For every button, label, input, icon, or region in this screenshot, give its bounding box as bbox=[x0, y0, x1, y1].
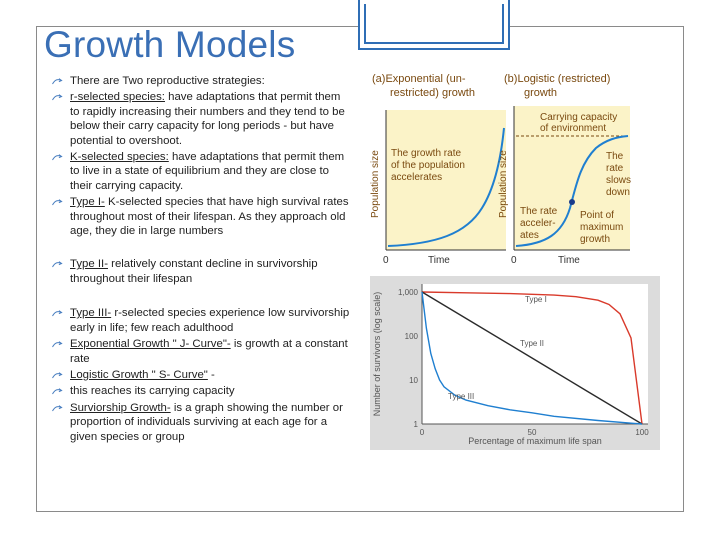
bullet-arrow-icon bbox=[52, 94, 63, 101]
y-tick-label: 1,000 bbox=[398, 288, 419, 297]
panel-a-y-label: Population size bbox=[370, 150, 381, 218]
panel-b-x-label: Time bbox=[558, 255, 580, 266]
survivorship-series-group: Type I Type II Type III bbox=[421, 291, 643, 425]
panel-b-carrying-line2: of environment bbox=[540, 123, 606, 134]
y-tick-label: 10 bbox=[409, 376, 418, 385]
panel-a-note-line3: accelerates bbox=[391, 172, 442, 183]
bullet-item: r-selected species: have adaptations tha… bbox=[50, 90, 352, 148]
bullet-item: Exponential Growth " J- Curve"- is growt… bbox=[50, 337, 352, 366]
series-line-type-ii bbox=[421, 291, 643, 425]
bullet-term: Type II- bbox=[70, 258, 108, 271]
bullet-text: r-selected species experience low surviv… bbox=[70, 307, 350, 334]
panel-b-slows-line3: slows bbox=[606, 175, 631, 186]
bullet-term: Surviorship Growth- bbox=[70, 401, 171, 414]
bullet-item: Type I- K-selected species that have hig… bbox=[50, 195, 352, 238]
bullet-text: relatively constant decline in survivors… bbox=[70, 258, 318, 285]
bullet-item: Logistic Growth " S- Curve" - bbox=[50, 368, 352, 382]
bullet-term: r-selected species: bbox=[70, 91, 165, 104]
bullet-term: Type I- bbox=[70, 196, 105, 209]
bullet-text: - bbox=[207, 368, 215, 381]
panel-b-slows-line2: rate bbox=[606, 163, 624, 174]
bullet-arrow-icon bbox=[52, 154, 63, 161]
panel-b-max-growth-point bbox=[569, 199, 575, 205]
bullet-term: Exponential Growth " J- Curve"- bbox=[70, 338, 231, 351]
panel-a-note-line1: The growth rate bbox=[391, 148, 461, 159]
growth-figure: (a)Exponential (un- restricted) growth T… bbox=[366, 68, 636, 268]
series-label-type-i: Type I bbox=[525, 295, 547, 304]
y-tick-label: 1 bbox=[414, 420, 419, 429]
panel-b-accel-line3: ates bbox=[520, 230, 539, 241]
series-label-type-iii: Type III bbox=[448, 392, 474, 401]
panel-b-logistic-curve bbox=[515, 135, 629, 247]
bullet-item: Type III- r-selected species experience … bbox=[50, 306, 352, 335]
survivorship-x-label: Percentage of maximum life span bbox=[468, 436, 602, 446]
panel-b-title: Logistic (restricted) bbox=[517, 73, 610, 85]
bullet-text: is a graph showing the number or proport… bbox=[70, 401, 343, 443]
bullet-item: Surviorship Growth- is a graph showing t… bbox=[50, 401, 352, 444]
bullet-arrow-icon bbox=[52, 404, 63, 411]
bullet-text: have adaptations that permit them to rap… bbox=[70, 91, 345, 147]
bullet-item: There are Two reproductive strategies: bbox=[50, 74, 352, 88]
bullet-arrow-icon bbox=[52, 372, 63, 379]
series-label-type-ii: Type II bbox=[520, 339, 544, 348]
bullet-arrow-icon bbox=[52, 310, 63, 317]
bullet-term: K-selected species: bbox=[70, 151, 169, 164]
panel-a-x-label: Time bbox=[428, 255, 450, 266]
bullet-text: is growth at a constant rate bbox=[70, 338, 348, 365]
panel-a-label: (a) bbox=[372, 73, 385, 85]
x-tick-label: 0 bbox=[420, 428, 425, 437]
panel-a-note-line2: of the population bbox=[391, 160, 465, 171]
x-tick-label: 100 bbox=[635, 428, 649, 437]
panel-b-y-label: Population size bbox=[498, 150, 509, 218]
bullet-arrow-icon bbox=[52, 341, 63, 348]
bullet-text: this reaches its carrying capacity bbox=[70, 385, 235, 398]
panel-b-plot-bg bbox=[514, 106, 630, 250]
series-line-type-i bbox=[421, 291, 643, 425]
panel-b-title-line1: (b)Logistic (restricted) bbox=[504, 73, 610, 85]
bullet-text: K-selected species that have high surviv… bbox=[70, 196, 349, 238]
panel-b-slows-line4: down bbox=[606, 187, 630, 198]
panel-b-point-line3: growth bbox=[580, 234, 610, 245]
panel-b-point-line2: maximum bbox=[580, 222, 623, 233]
survivorship-plot-area bbox=[422, 284, 648, 424]
slide-title: Growth Models bbox=[44, 24, 296, 65]
bullet-arrow-icon bbox=[52, 388, 63, 395]
panel-a-plot-bg bbox=[386, 110, 506, 250]
panel-b-label: (b) bbox=[504, 73, 517, 85]
bullet-item: Type II- relatively constant decline in … bbox=[50, 257, 352, 286]
panel-a-title-line1: (a)Exponential (un- bbox=[372, 73, 466, 85]
series-line-type-iii bbox=[421, 291, 643, 425]
panel-b-accel-line1: The rate bbox=[520, 206, 558, 217]
panel-b-accel-line2: acceler- bbox=[520, 218, 556, 229]
bullet-item: K-selected species: have adaptations tha… bbox=[50, 150, 352, 193]
panel-b-carrying-line1: Carrying capacity bbox=[540, 112, 617, 123]
y-tick-label: 100 bbox=[405, 332, 419, 341]
bullet-arrow-icon bbox=[52, 199, 63, 206]
bullet-term: Type III- bbox=[70, 307, 112, 320]
panel-b-point-line1: Point of bbox=[580, 210, 614, 221]
bullet-text: There are Two reproductive strategies: bbox=[70, 75, 265, 87]
panel-a-x-zero: 0 bbox=[383, 255, 389, 266]
panel-b-title-line2: growth bbox=[524, 87, 557, 99]
bullet-item: this reaches its carrying capacity bbox=[50, 384, 352, 398]
panel-b-slows-line1: The bbox=[606, 151, 624, 162]
bullet-arrow-icon bbox=[52, 261, 63, 268]
bullet-term: Logistic Growth " S- Curve" bbox=[70, 368, 208, 381]
decorative-box-inner bbox=[364, 4, 504, 44]
panel-a-title-line2: restricted) growth bbox=[390, 87, 475, 99]
panel-a-title: Exponential (un- bbox=[385, 73, 465, 85]
decorative-box bbox=[358, 0, 510, 50]
x-tick-label: 50 bbox=[528, 428, 537, 437]
panel-b-x-zero: 0 bbox=[511, 255, 517, 266]
bullet-arrow-icon bbox=[52, 78, 63, 85]
panel-a-exponential-curve bbox=[387, 127, 505, 247]
bullet-list: There are Two reproductive strategies: r… bbox=[50, 74, 352, 444]
bullet-text: have adaptations that permit them to liv… bbox=[70, 151, 345, 192]
survivorship-y-label: Number of survivors (log scale) bbox=[372, 292, 382, 417]
survivorship-ticks-group: 1,000 100 10 10 50 100 bbox=[398, 288, 649, 437]
